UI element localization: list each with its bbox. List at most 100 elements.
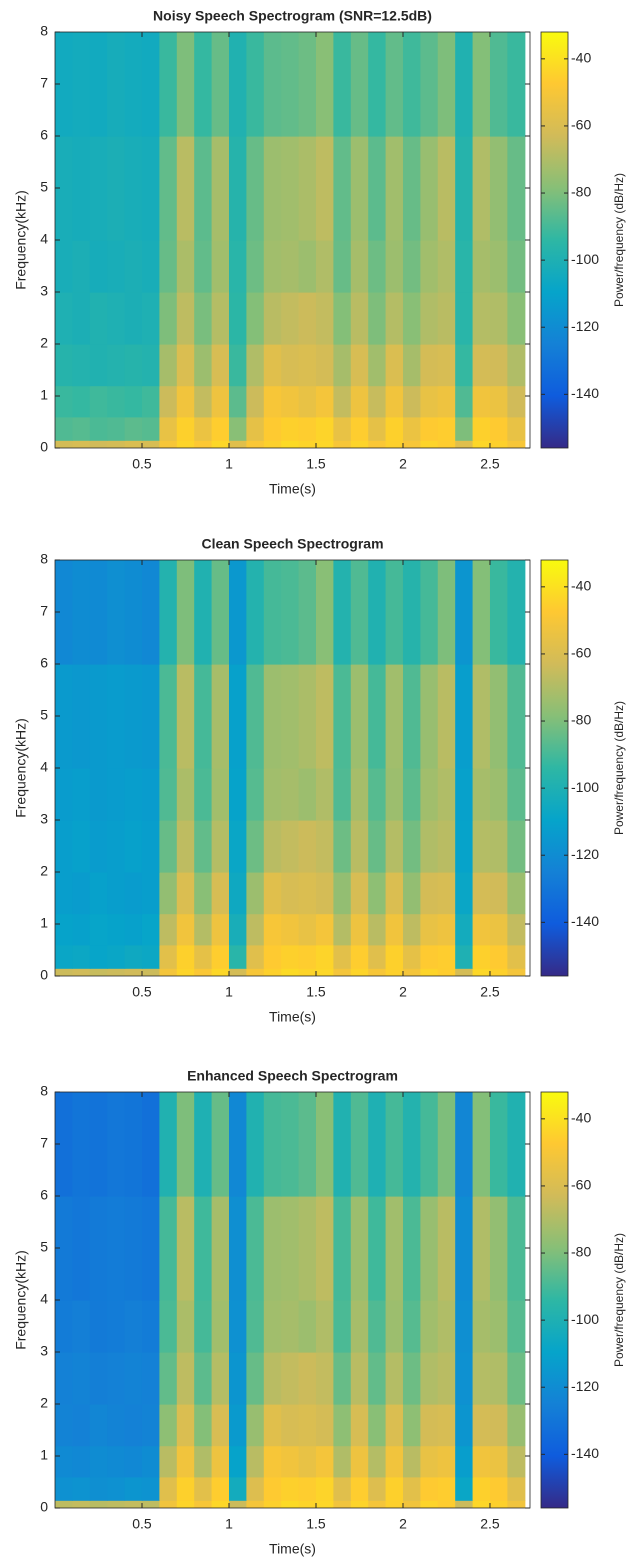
cell [246, 820, 265, 873]
cell [228, 1092, 247, 1197]
cell [333, 1196, 352, 1301]
cell [472, 1476, 491, 1501]
cell [385, 968, 404, 976]
y-tick-label: 5 [40, 1239, 48, 1255]
cell [507, 664, 526, 769]
cell [472, 768, 491, 821]
cell [211, 1404, 230, 1447]
cell [281, 1500, 300, 1508]
cell [350, 968, 369, 976]
cell [437, 292, 456, 345]
cell [489, 1092, 508, 1197]
cell [211, 440, 230, 448]
cell [281, 968, 300, 976]
cell [507, 344, 526, 387]
cell [107, 664, 126, 769]
cell [55, 1092, 73, 1197]
cell [385, 872, 404, 915]
cell [72, 1196, 91, 1301]
cell [402, 1352, 421, 1405]
x-tick-label: 2 [399, 1516, 407, 1532]
cell [141, 944, 160, 969]
cell [385, 1500, 404, 1508]
cell [124, 32, 143, 137]
cell [420, 385, 439, 418]
cell [437, 1352, 456, 1405]
cell [315, 820, 334, 873]
cell [89, 872, 108, 915]
cell [350, 240, 369, 293]
cell [55, 385, 73, 418]
cell [107, 344, 126, 387]
cell [55, 136, 73, 241]
cell [176, 1445, 195, 1478]
cell [263, 560, 282, 665]
cell [437, 1092, 456, 1197]
cell [107, 136, 126, 241]
y-tick-label: 3 [40, 283, 48, 299]
cell [472, 136, 491, 241]
cell [507, 1500, 526, 1508]
cell [455, 1445, 474, 1478]
cell [333, 1352, 352, 1405]
cell [368, 1300, 387, 1353]
cell [176, 440, 195, 448]
cell [281, 944, 300, 969]
cell [124, 664, 143, 769]
cell [402, 1092, 421, 1197]
cell [124, 820, 143, 873]
colorbar-tick-label: -140 [571, 913, 599, 929]
cell [385, 344, 404, 387]
cell [72, 944, 91, 969]
cell [350, 416, 369, 441]
cell [437, 1445, 456, 1478]
cell [472, 1500, 491, 1508]
cell [507, 1476, 526, 1501]
cell [228, 1476, 247, 1501]
y-tick-label: 1 [40, 1447, 48, 1463]
colorbar-label: Power/frequency (dB/Hz) [612, 701, 626, 835]
cell [246, 768, 265, 821]
cell [437, 1500, 456, 1508]
cell [333, 1476, 352, 1501]
cell [263, 968, 282, 976]
cell [159, 1352, 178, 1405]
cell [246, 136, 265, 241]
cell [315, 292, 334, 345]
cell [472, 1445, 491, 1478]
cell [124, 1445, 143, 1478]
cell [141, 1445, 160, 1478]
cell [489, 560, 508, 665]
cell [507, 416, 526, 441]
cell [176, 1300, 195, 1353]
cell [246, 440, 265, 448]
cell [194, 560, 213, 665]
cell [402, 240, 421, 293]
cell [124, 1092, 143, 1197]
cell [72, 664, 91, 769]
cell [281, 440, 300, 448]
cell [281, 385, 300, 418]
cell [159, 240, 178, 293]
cell [124, 292, 143, 345]
cell [211, 664, 230, 769]
y-tick-label: 6 [40, 127, 48, 143]
cell [124, 136, 143, 241]
cell [455, 560, 474, 665]
cell [315, 664, 334, 769]
cell [72, 913, 91, 946]
cell [124, 1404, 143, 1447]
cell [368, 913, 387, 946]
cell [72, 968, 91, 976]
cell [333, 1445, 352, 1478]
cell [211, 1300, 230, 1353]
cell [385, 440, 404, 448]
y-tick-label: 0 [40, 439, 48, 455]
cell [420, 136, 439, 241]
cell [402, 136, 421, 241]
cell [263, 344, 282, 387]
cell [246, 1404, 265, 1447]
cell [263, 820, 282, 873]
cell [350, 440, 369, 448]
cell [455, 292, 474, 345]
